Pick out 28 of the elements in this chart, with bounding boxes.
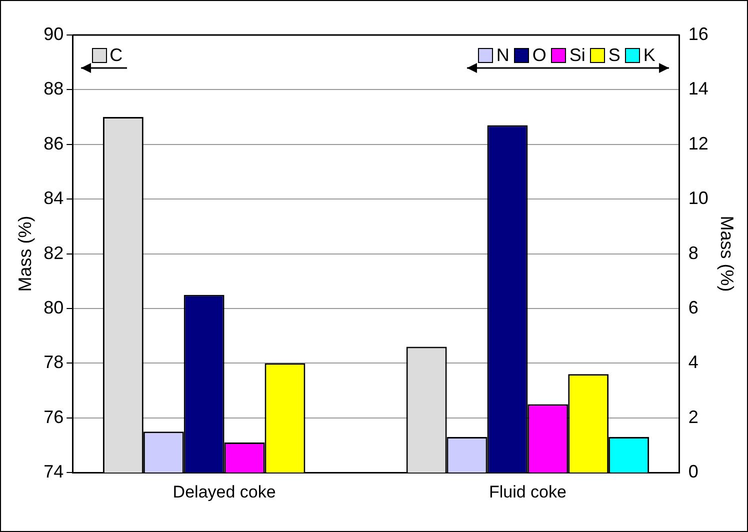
y-tick-label: 74 bbox=[44, 462, 64, 482]
y2-tick-label: 4 bbox=[688, 352, 698, 372]
y-tick-label: 90 bbox=[44, 24, 64, 44]
y2-tick-label: 2 bbox=[688, 406, 698, 427]
y-tick-label: 88 bbox=[44, 78, 64, 99]
y2-tick-label: 0 bbox=[688, 462, 698, 482]
y-axis-title: Mass (%) bbox=[14, 216, 35, 292]
legend-label: N bbox=[496, 45, 510, 66]
y2-tick-label: 16 bbox=[688, 24, 708, 44]
y2-tick-label: 12 bbox=[688, 133, 708, 154]
y-tick-label: 84 bbox=[44, 188, 64, 208]
legend-label: K bbox=[643, 45, 656, 66]
y2-tick-label: 14 bbox=[688, 78, 708, 99]
y2-tick-label: 10 bbox=[688, 188, 708, 208]
y2-tick-label: 6 bbox=[688, 297, 698, 318]
y2-tick-label: 8 bbox=[688, 242, 698, 263]
y2-axis-title: Mass (%) bbox=[717, 216, 738, 292]
y-tick-label: 82 bbox=[44, 242, 64, 263]
y-tick-label: 78 bbox=[44, 352, 64, 372]
legend-label: S bbox=[608, 45, 620, 66]
legend-label: Si bbox=[569, 45, 586, 66]
x-tick-label: Delayed coke bbox=[172, 482, 276, 502]
y-tick-label: 80 bbox=[44, 297, 64, 318]
y-tick-label: 76 bbox=[44, 406, 64, 427]
y-tick-label: 86 bbox=[44, 133, 64, 154]
legend-label: C bbox=[110, 45, 123, 66]
legend-label: O bbox=[532, 45, 546, 66]
x-tick-label: Fluid coke bbox=[488, 482, 566, 502]
